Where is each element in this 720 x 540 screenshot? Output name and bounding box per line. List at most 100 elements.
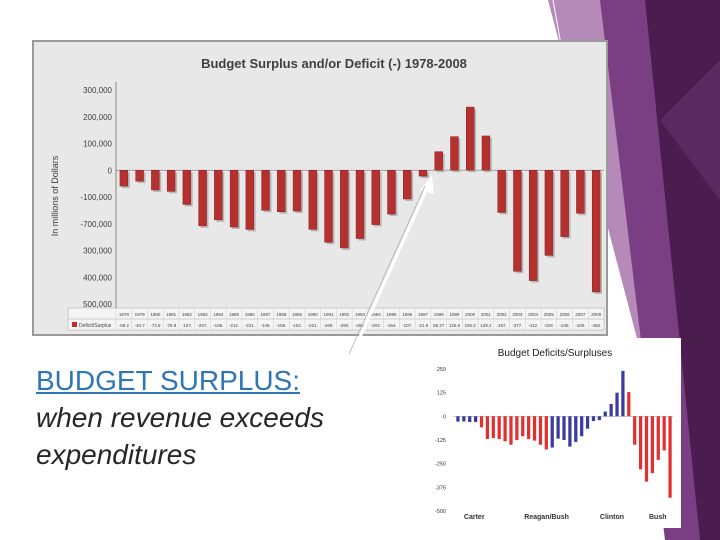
chart-1-bar — [324, 170, 333, 243]
chart-1-bar — [166, 170, 176, 192]
chart-1-data-label: -221. — [245, 323, 255, 328]
chart-2-bar — [662, 416, 666, 451]
chart-2-bar — [580, 416, 584, 437]
chart-2-title: Budget Deficits/Surpluses — [498, 348, 613, 359]
chart-1-category-label: 1982 — [182, 312, 193, 317]
chart-2-bar — [479, 416, 484, 428]
chart-1-data-label: 128.2 — [480, 323, 492, 328]
chart-2-bar — [521, 416, 525, 437]
chart-1-y-tick-label: 100,000 — [83, 140, 112, 149]
chart-1-category-label: 1998 — [434, 312, 445, 317]
definition-heading: BUDGET SURPLUS: — [36, 365, 300, 396]
chart-2-bar — [456, 416, 460, 422]
chart-1-data-label: -212. — [229, 323, 239, 328]
chart-2-y-tick-label: -500 — [435, 509, 446, 515]
chart-1-data-label: -155. — [276, 323, 286, 328]
chart-2-group-label: Bush — [649, 514, 667, 521]
chart-1-data-label: -21.9 — [418, 323, 429, 328]
chart-1-y-axis-label: In millions of Dollars — [50, 155, 60, 236]
chart-2-group-label: Carter — [464, 514, 485, 521]
chart-1-y-tick-label: 0 — [108, 166, 113, 175]
chart-2-y-tick-label: 125 — [437, 391, 446, 397]
chart-1-category-label: 2004 — [528, 312, 539, 317]
chart-1-y-tick-label: -700,000 — [80, 220, 112, 229]
chart-1-data-label: -255. — [355, 323, 365, 328]
chart-1-category-label: 2000 — [465, 312, 476, 317]
chart-2-y-tick-label: -250 — [435, 462, 446, 468]
chart-1-category-label: 2006 — [560, 312, 571, 317]
chart-1-data-label: -152. — [292, 323, 302, 328]
chart-1-bar — [198, 170, 207, 227]
definition-body: when revenue exceeds expenditures — [36, 402, 324, 470]
chart-1-data-label: 125.6 — [449, 323, 461, 328]
chart-1-bar — [528, 170, 538, 281]
chart-2-bar — [638, 416, 643, 470]
chart-1-category-label: 2003 — [512, 312, 523, 317]
chart-1-bar — [466, 106, 475, 171]
chart-1-data-label: -73.8 — [150, 323, 161, 328]
chart-1-category-label: 1994 — [371, 312, 382, 317]
chart-1-bar — [513, 170, 522, 272]
chart-2-bar — [497, 416, 501, 440]
chart-2-bar — [568, 416, 572, 447]
chart-1-data-label: -318. — [544, 323, 554, 328]
chart-2-bar — [574, 416, 578, 442]
chart-2-y-tick-label: 250 — [437, 367, 446, 373]
chart-1-data-label: -149. — [260, 323, 270, 328]
chart-2-svg: Budget Deficits/Surpluses 250 125 0 -125 -25… — [435, 348, 673, 521]
chart-2-bar — [556, 416, 560, 439]
chart-2-bar — [538, 416, 543, 445]
chart-1-category-label: 1995 — [386, 312, 397, 317]
chart-1-data-label: -455. — [591, 323, 601, 328]
chart-1-bar — [403, 170, 412, 200]
chart-2-bar — [609, 404, 613, 417]
chart-1-data-label: -59.2 — [119, 323, 130, 328]
chart-1-y-tick-label: -100,000 — [80, 193, 112, 202]
chart-2-bar — [603, 411, 607, 417]
chart-2-bar — [491, 416, 495, 439]
chart-2-bar — [591, 416, 596, 422]
chart-1-category-label: 1993 — [355, 312, 366, 317]
chart-2-bar — [668, 416, 672, 498]
chart-1-bar — [340, 170, 349, 249]
chart-deficits-surpluses-by-president: Budget Deficits/Surpluses 250 125 0 -125 -25… — [425, 338, 681, 528]
chart-1-bar — [229, 170, 239, 228]
chart-1-bar — [591, 170, 601, 293]
chart-2-bars — [456, 370, 672, 498]
chart-1-category-label: 1991 — [324, 312, 335, 317]
chart-1-bar — [135, 170, 144, 182]
chart-1-data-label: -203. — [371, 323, 381, 328]
chart-1-bar — [497, 170, 506, 213]
chart-1-data-label: 236.2 — [465, 323, 477, 328]
chart-1-bar — [560, 170, 569, 237]
chart-2-bar — [509, 416, 513, 445]
chart-2-bar — [621, 370, 625, 417]
chart-1-data-label: -207. — [197, 323, 207, 328]
chart-1-data-label: -160. — [575, 323, 585, 328]
chart-2-bar — [515, 416, 519, 440]
chart-1-category-label: 1985 — [229, 312, 240, 317]
chart-1-data-label: -377. — [512, 323, 522, 328]
chart-2-bar — [550, 416, 554, 448]
chart-1-y-tick-label: 500,000 — [83, 300, 112, 309]
chart-1-y-tick-label: 200,000 — [83, 113, 112, 122]
chart-2-bar — [485, 416, 490, 440]
chart-2-y-tick-label: 0 — [443, 414, 446, 420]
chart-1-category-label: 1986 — [245, 312, 256, 317]
chart-1-category-label: 2005 — [544, 312, 555, 317]
chart-1-bar — [214, 170, 223, 221]
chart-1-category-label: 1980 — [150, 312, 161, 317]
chart-2-bar — [656, 416, 660, 460]
chart-1-data-label: -185. — [213, 323, 223, 328]
chart-2-bar — [468, 416, 472, 423]
chart-2-bar — [644, 416, 649, 482]
chart-1-data-label: -248. — [560, 323, 570, 328]
chart-2-bar — [650, 416, 654, 474]
chart-1-data-label: -412. — [528, 323, 538, 328]
chart-1-category-label: 2001 — [481, 312, 492, 317]
chart-1-y-tick-label: 300,000 — [83, 247, 112, 256]
chart-2-bar — [615, 392, 619, 417]
chart-1-category-label: 1997 — [418, 312, 429, 317]
chart-1-category-label: 1990 — [308, 312, 319, 317]
